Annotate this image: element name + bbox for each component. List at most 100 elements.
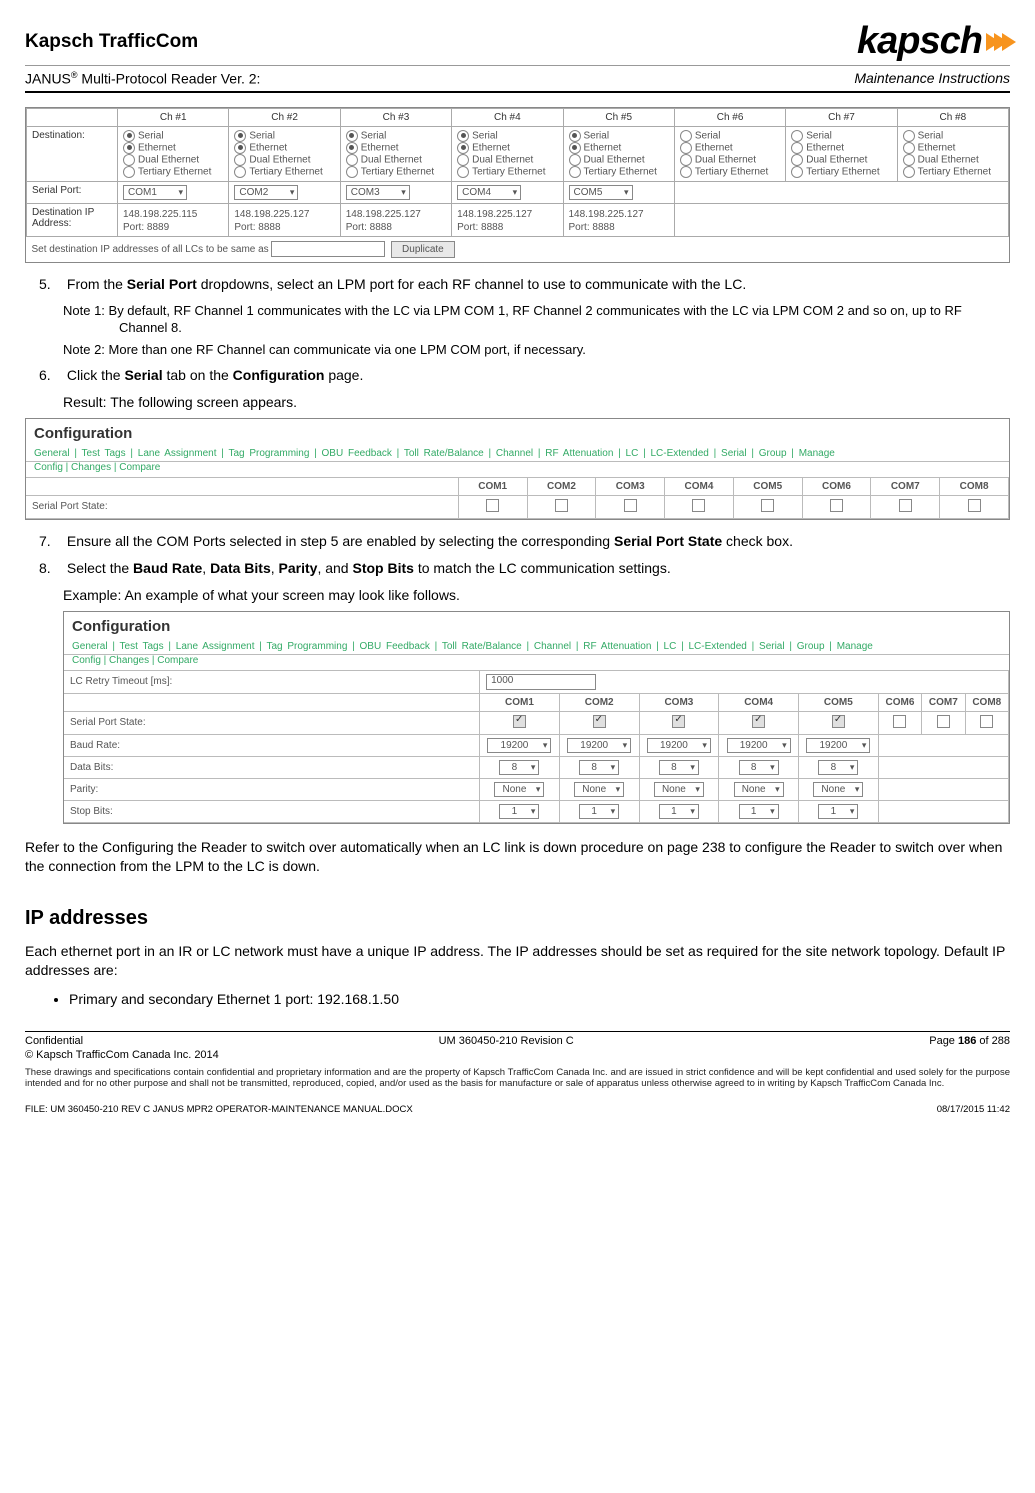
baud-select[interactable]: 19200 [727,738,791,753]
radio-tertiary[interactable] [346,166,358,178]
databits-select[interactable]: 8 [659,760,699,775]
serial-state-checkbox[interactable] [513,715,526,728]
col-header: Ch #4 [452,108,563,126]
radio-ethernet[interactable] [346,142,358,154]
col-header: COM4 [665,477,734,495]
stopbits-select[interactable]: 1 [499,804,539,819]
radio-ethernet[interactable] [791,142,803,154]
duplicate-button[interactable]: Duplicate [391,241,455,258]
radio-serial[interactable] [791,130,803,142]
radio-dual[interactable] [791,154,803,166]
serial-state-checkbox[interactable] [486,499,499,512]
col-header: COM8 [940,477,1009,495]
radio-dual[interactable] [123,154,135,166]
serial-state-checkbox[interactable] [968,499,981,512]
serial-state-checkbox[interactable] [692,499,705,512]
serial-state-checkbox[interactable] [555,499,568,512]
baud-select[interactable]: 19200 [647,738,711,753]
row-label: Serial Port State: [26,495,458,518]
databits-select[interactable]: 8 [818,760,858,775]
radio-tertiary[interactable] [234,166,246,178]
radio-ethernet[interactable] [457,142,469,154]
stopbits-select[interactable]: 1 [739,804,779,819]
radio-tertiary[interactable] [680,166,692,178]
logo-chevrons-icon [986,33,1010,51]
radio-dual[interactable] [457,154,469,166]
radio-tertiary[interactable] [457,166,469,178]
page-subheader: JANUS® Multi-Protocol Reader Ver. 2: Mai… [25,70,1010,93]
radio-serial[interactable] [346,130,358,142]
radio-ethernet[interactable] [234,142,246,154]
radio-dual[interactable] [569,154,581,166]
radio-tertiary[interactable] [569,166,581,178]
radio-serial[interactable] [457,130,469,142]
note-2: Note 2: More than one RF Channel can com… [63,341,1010,359]
radio-serial[interactable] [903,130,915,142]
radio-ethernet[interactable] [903,142,915,154]
config-title: Configuration [64,612,1009,637]
baud-select[interactable]: 19200 [487,738,551,753]
footer-doc-id: UM 360450-210 Revision C [439,1035,574,1047]
radio-ethernet[interactable] [569,142,581,154]
lc-retry-input[interactable]: 1000 [486,674,596,690]
radio-dual[interactable] [346,154,358,166]
serial-port-select[interactable]: COM1 [123,185,187,200]
serial-state-checkbox[interactable] [832,715,845,728]
radio-tertiary[interactable] [123,166,135,178]
serial-state-checkbox[interactable] [937,715,950,728]
page-header: Kapsch TrafficCom kapsch [25,20,1010,66]
serial-port-select[interactable]: COM3 [346,185,410,200]
footer-confidential: Confidential [25,1035,83,1047]
col-header: COM1 [480,693,560,711]
serial-state-checkbox[interactable] [672,715,685,728]
parity-select[interactable]: None [734,782,784,797]
radio-serial[interactable] [569,130,581,142]
row-label: Baud Rate: [64,734,480,756]
radio-ethernet[interactable] [123,142,135,154]
radio-serial[interactable] [680,130,692,142]
radio-ethernet[interactable] [680,142,692,154]
row-label: Stop Bits: [64,800,480,822]
serial-state-checkbox[interactable] [899,499,912,512]
parity-select[interactable]: None [813,782,863,797]
tabs-row-1[interactable]: General | Test Tags | Lane Assignment | … [64,637,1009,655]
ip-value: 148.198.225.127 [457,207,557,222]
radio-dual[interactable] [903,154,915,166]
radio-tertiary[interactable] [903,166,915,178]
serial-state-checkbox[interactable] [761,499,774,512]
tabs-row-1[interactable]: General | Test Tags | Lane Assignment | … [26,444,1009,462]
stopbits-select[interactable]: 1 [818,804,858,819]
serial-state-checkbox[interactable] [893,715,906,728]
radio-dual[interactable] [680,154,692,166]
radio-serial[interactable] [123,130,135,142]
serial-state-checkbox[interactable] [624,499,637,512]
radio-tertiary[interactable] [791,166,803,178]
databits-select[interactable]: 8 [579,760,619,775]
serial-state-checkbox[interactable] [980,715,993,728]
radio-dual[interactable] [234,154,246,166]
serial-port-select[interactable]: COM5 [569,185,633,200]
col-header: Ch #8 [897,108,1008,126]
serial-port-select[interactable]: COM2 [234,185,298,200]
databits-select[interactable]: 8 [739,760,779,775]
baud-select[interactable]: 19200 [567,738,631,753]
stopbits-select[interactable]: 1 [579,804,619,819]
col-header: COM7 [922,693,965,711]
databits-select[interactable]: 8 [499,760,539,775]
parity-select[interactable]: None [654,782,704,797]
serial-state-checkbox[interactable] [752,715,765,728]
ip-bullet-item: Primary and secondary Ethernet 1 port: 1… [69,990,1010,1009]
parity-select[interactable]: None [494,782,544,797]
same-as-input[interactable] [271,241,385,257]
radio-serial[interactable] [234,130,246,142]
serial-state-checkbox[interactable] [830,499,843,512]
baud-select[interactable]: 19200 [806,738,870,753]
screenshot-serial-config-filled: Configuration General | Test Tags | Lane… [63,611,1010,824]
stopbits-select[interactable]: 1 [659,804,699,819]
serial-state-checkbox[interactable] [593,715,606,728]
tabs-row-2[interactable]: Config | Changes | Compare [64,655,1009,670]
parity-select[interactable]: None [574,782,624,797]
serial-port-select[interactable]: COM4 [457,185,521,200]
col-header: COM2 [527,477,596,495]
tabs-row-2[interactable]: Config | Changes | Compare [26,462,1009,477]
